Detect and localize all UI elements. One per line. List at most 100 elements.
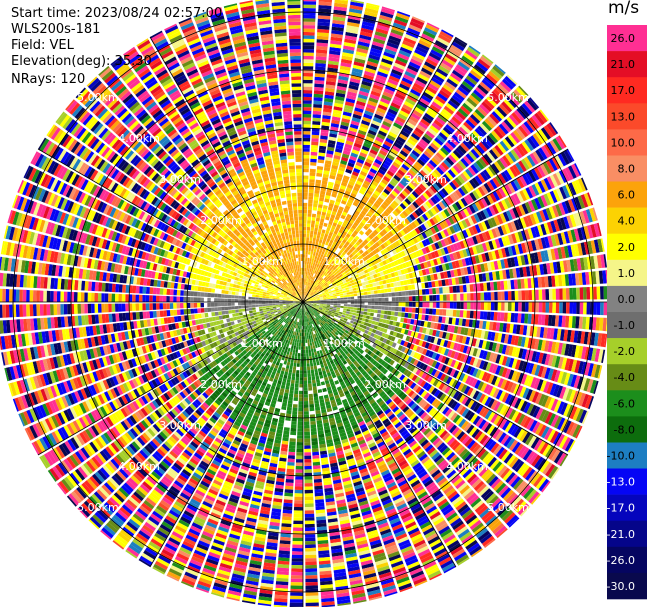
range-gate	[431, 77, 443, 86]
range-gate	[306, 289, 309, 293]
range-gate	[502, 211, 510, 222]
range-gate	[342, 111, 352, 117]
range-gate	[317, 253, 321, 258]
range-gate	[393, 316, 398, 322]
range-gate	[435, 116, 446, 126]
range-gate	[308, 264, 311, 269]
range-gate	[342, 114, 351, 120]
range-gate	[389, 202, 397, 210]
range-gate	[306, 302, 310, 303]
range-gate	[375, 187, 383, 194]
range-gate	[396, 89, 407, 97]
range-gate	[364, 250, 369, 256]
range-gate	[370, 290, 375, 295]
range-gate	[390, 28, 404, 37]
range-gate	[383, 314, 388, 319]
range-gate	[454, 213, 461, 222]
range-gate	[378, 322, 383, 327]
range-gate	[580, 331, 586, 344]
range-gate	[577, 178, 587, 192]
range-gate	[329, 273, 334, 277]
range-gate	[435, 203, 443, 212]
range-gate	[312, 280, 315, 285]
range-gate	[465, 75, 478, 86]
range-gate	[467, 328, 472, 337]
range-gate	[312, 124, 320, 129]
range-gate	[304, 267, 307, 272]
range-gate	[536, 211, 543, 223]
range-gate	[326, 307, 330, 309]
range-gate	[474, 201, 482, 211]
range-gate	[471, 225, 478, 235]
range-gate	[457, 144, 467, 155]
range-gate	[345, 278, 350, 283]
range-gate	[384, 310, 388, 315]
range-gate	[404, 218, 411, 225]
range-gate	[537, 314, 542, 325]
range-gate	[574, 196, 582, 210]
range-gate	[386, 224, 393, 231]
range-gate	[462, 229, 469, 239]
range-gate	[316, 263, 320, 268]
range-gate	[468, 337, 474, 346]
range-gate	[467, 166, 477, 176]
range-gate	[532, 265, 538, 276]
range-gate	[315, 52, 327, 57]
range-gate	[321, 291, 325, 294]
range-gate	[334, 215, 340, 221]
range-gate	[465, 119, 476, 129]
range-gate	[580, 242, 587, 256]
range-gate	[308, 251, 311, 255]
range-gate	[353, 271, 358, 276]
range-gate	[325, 81, 336, 86]
range-gate	[539, 210, 547, 222]
range-gate	[465, 228, 472, 237]
range-gate	[412, 237, 419, 244]
range-gate	[315, 259, 319, 264]
range-gate	[407, 313, 412, 319]
range-gate	[422, 30, 436, 39]
range-gate	[342, 196, 348, 202]
range-gate	[317, 18, 331, 23]
range-gate	[395, 321, 400, 327]
range-gate	[404, 312, 409, 318]
range-gate	[576, 258, 582, 271]
range-gate	[454, 177, 463, 187]
range-gate	[352, 263, 358, 268]
range-gate	[449, 118, 460, 128]
range-gate	[443, 302, 447, 309]
range-gate	[455, 189, 463, 199]
range-gate	[358, 90, 369, 97]
range-gate	[304, 292, 306, 296]
range-gate	[501, 248, 507, 258]
range-gate	[576, 330, 582, 344]
range-gate	[526, 325, 531, 336]
range-gate	[366, 276, 372, 281]
range-gate	[318, 286, 322, 289]
range-gate	[377, 239, 383, 246]
range-gate	[463, 183, 472, 193]
range-gate	[524, 241, 530, 253]
range-gate	[453, 302, 457, 309]
range-gate	[548, 206, 556, 219]
range-gate	[421, 94, 432, 103]
range-gate	[439, 111, 450, 121]
range-gate	[514, 335, 520, 346]
range-gate	[521, 290, 526, 301]
range-gate	[371, 145, 380, 153]
range-gate	[553, 219, 560, 232]
range-gate	[380, 222, 387, 229]
range-gate	[351, 189, 358, 195]
range-gate	[313, 362, 317, 367]
range-gate	[508, 94, 520, 106]
range-gate	[465, 49, 478, 60]
range-gate	[361, 241, 366, 247]
range-gate	[309, 258, 312, 262]
range-gate	[495, 189, 504, 200]
range-gate	[321, 258, 325, 263]
range-gate	[496, 281, 501, 291]
range-gate	[373, 286, 378, 291]
range-gate	[524, 201, 532, 213]
range-gate	[390, 148, 399, 155]
range-gate	[559, 302, 563, 314]
